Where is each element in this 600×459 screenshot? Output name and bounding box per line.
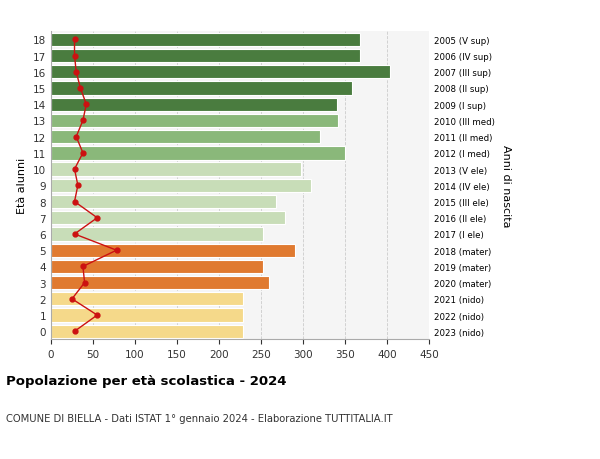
Bar (51, 163, 301, 176)
Bar (51, 34, 360, 47)
Bar (51, 179, 311, 192)
Text: COMUNE DI BIELLA - Dati ISTAT 1° gennaio 2024 - Elaborazione TUTTITALIA.IT: COMUNE DI BIELLA - Dati ISTAT 1° gennaio… (6, 413, 392, 423)
Bar (51, 244, 295, 257)
Bar (51, 196, 276, 209)
Y-axis label: Anni di nascita: Anni di nascita (502, 145, 511, 227)
Bar (51, 325, 242, 338)
Bar (51, 131, 320, 144)
Bar (51, 147, 345, 160)
Bar (51, 98, 337, 112)
Bar (51, 66, 389, 79)
Bar (51, 292, 242, 306)
Text: Popolazione per età scolastica - 2024: Popolazione per età scolastica - 2024 (6, 374, 287, 387)
Y-axis label: Età alunni: Età alunni (17, 158, 28, 214)
Bar (51, 114, 338, 128)
Bar (51, 260, 263, 274)
Bar (51, 212, 284, 225)
Bar (51, 50, 360, 63)
Bar (51, 276, 269, 290)
Bar (51, 309, 242, 322)
Bar (51, 228, 263, 241)
Bar (51, 82, 352, 95)
